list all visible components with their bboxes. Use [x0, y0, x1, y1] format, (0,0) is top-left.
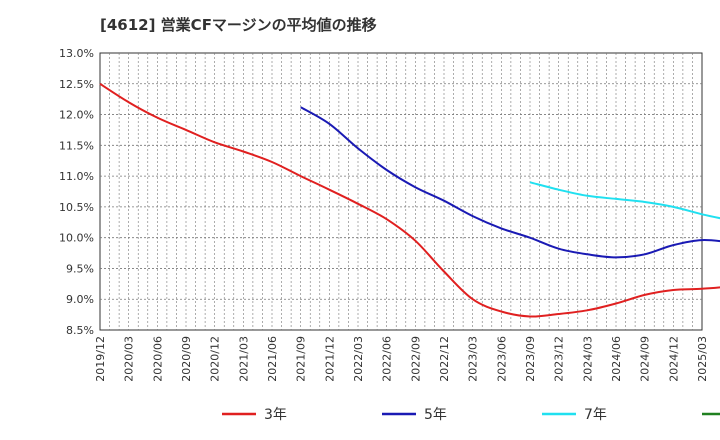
legend: 3年5年7年10年: [222, 407, 720, 423]
series-line-2: [300, 106, 720, 259]
y-axis: 8.5% 9.0% 9.5% 10.0% 10.5% 11.0% 11.5% 12.0% 12.…: [59, 47, 94, 337]
x-tick-label: 2022/06: [381, 336, 394, 382]
x-tick-label: 2020/09: [180, 336, 193, 382]
y-tick-label: 11.5%: [59, 139, 94, 152]
x-tick-label: 2023/12: [553, 336, 566, 382]
x-tick-label: 2019/12: [94, 336, 107, 382]
x-tick-label: 2020/03: [123, 336, 136, 382]
y-tick-label: 12.5%: [59, 78, 94, 91]
x-tick-label: 2024/09: [639, 336, 652, 382]
x-tick-label: 2021/06: [266, 336, 279, 382]
y-tick-label: 13.0%: [59, 47, 94, 60]
y-tick-label: 10.0%: [59, 232, 94, 245]
series-line-3: [529, 181, 720, 220]
x-tick-label: 2021/12: [323, 336, 336, 382]
x-tick-label: 2022/09: [409, 336, 422, 382]
x-tick-label: 2024/12: [667, 336, 680, 382]
x-tick-label: 2022/03: [352, 336, 365, 382]
legend-label-1: 3年: [264, 407, 287, 423]
x-tick-label: 2024/03: [581, 336, 594, 382]
x-tick-label: 2025/03: [696, 336, 709, 382]
legend-label-3: 7年: [584, 407, 607, 423]
x-axis: 2019/12 2020/03 2020/06 2020/09 2020/12 2021/…: [94, 336, 709, 382]
y-tick-label: 8.5%: [66, 324, 94, 337]
y-tick-label: 11.0%: [59, 170, 94, 183]
y-tick-label: 9.0%: [66, 293, 94, 306]
x-tick-label: 2023/09: [524, 336, 537, 382]
y-tick-label: 12.0%: [59, 109, 94, 122]
x-tick-label: 2021/09: [295, 336, 308, 382]
x-tick-label: 2024/06: [610, 336, 623, 382]
y-tick-label: 9.5%: [66, 262, 94, 275]
x-tick-label: 2023/03: [467, 336, 480, 382]
plot-frame: [99, 52, 703, 331]
x-tick-label: 2021/03: [237, 336, 250, 382]
legend-label-2: 5年: [424, 407, 447, 423]
x-tick-label: 2020/06: [151, 336, 164, 382]
series-lines: [99, 82, 720, 318]
x-tick-label: 2020/12: [209, 336, 222, 382]
x-tick-label: 2022/12: [438, 336, 451, 382]
series-line-1: [99, 82, 720, 318]
x-tick-label: 2023/06: [495, 336, 508, 382]
chart-title: [4612] 営業CFマージンの平均値の推移: [100, 16, 377, 34]
y-tick-label: 10.5%: [59, 201, 94, 214]
grid: [99, 52, 703, 331]
